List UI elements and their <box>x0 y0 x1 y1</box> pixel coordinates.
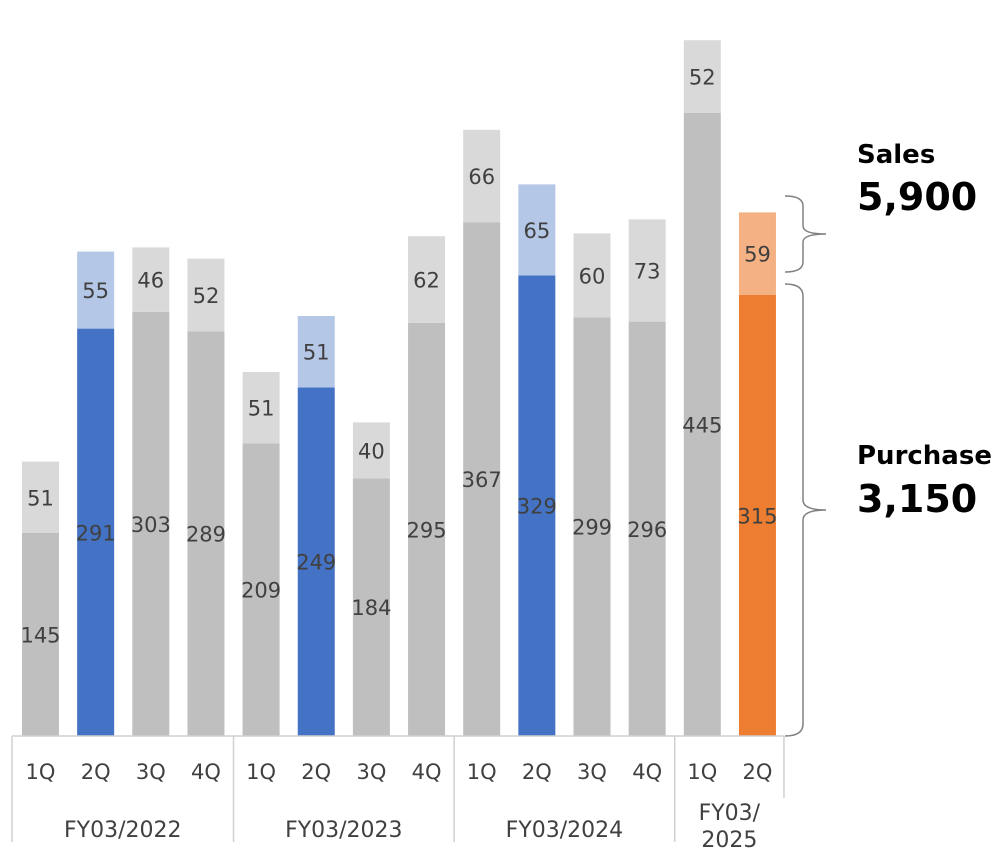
tick-label-5: 1Q <box>246 760 276 784</box>
tick-label-7: 3Q <box>356 760 386 784</box>
label-base-1: 145 <box>20 624 60 648</box>
tick-label-2: 2Q <box>81 760 111 784</box>
label-base-3: 303 <box>131 513 171 537</box>
tick-label-4: 4Q <box>191 760 221 784</box>
bar-top-2 <box>77 251 115 329</box>
label-base-2: 291 <box>76 521 116 545</box>
label-base-5: 209 <box>241 579 281 603</box>
label-top-10: 65 <box>523 219 550 243</box>
bar-top-7 <box>352 422 390 479</box>
tick-label-13: 1Q <box>687 760 717 784</box>
label-base-8: 295 <box>407 519 447 543</box>
bar-top-11 <box>573 233 611 318</box>
bar-base-5 <box>242 443 280 736</box>
bar-top-13 <box>683 40 721 114</box>
fy-label-3: FY03/2024 <box>506 818 624 843</box>
bar-top-6 <box>297 316 335 388</box>
purchase-brace <box>784 283 827 737</box>
label-top-6: 51 <box>303 341 330 365</box>
label-top-5: 51 <box>248 397 275 421</box>
label-base-4: 289 <box>186 523 226 547</box>
label-base-13: 445 <box>682 414 722 438</box>
label-top-14: 59 <box>744 243 771 267</box>
bar-top-8 <box>408 236 446 323</box>
label-top-3: 46 <box>137 269 164 293</box>
purchase-value: 3,150 <box>857 477 977 521</box>
bar-base-9 <box>463 222 501 736</box>
tick-label-14: 2Q <box>743 760 773 784</box>
sales-annotation: Sales 5,900 <box>784 140 977 273</box>
label-base-6: 249 <box>296 551 336 575</box>
label-base-14: 315 <box>737 505 777 529</box>
label-base-9: 367 <box>462 468 502 492</box>
label-top-8: 62 <box>413 269 440 293</box>
bar-top-1 <box>22 461 59 533</box>
purchase-title: Purchase <box>857 441 992 471</box>
label-top-11: 60 <box>579 264 606 288</box>
bar-top-4 <box>187 258 225 332</box>
tick-label-11: 3Q <box>577 760 607 784</box>
bar-base-2 <box>77 328 115 736</box>
label-base-12: 296 <box>627 518 667 542</box>
tick-label-9: 1Q <box>467 760 497 784</box>
label-top-12: 73 <box>634 260 661 284</box>
label-top-7: 40 <box>358 439 385 463</box>
bar-top-9 <box>463 129 501 223</box>
bar-base-13 <box>683 113 721 736</box>
bar-base-14 <box>738 295 776 736</box>
bar-base-12 <box>628 321 666 736</box>
label-top-2: 55 <box>82 279 109 303</box>
bar-base-6 <box>297 387 335 736</box>
sales-brace <box>784 195 827 273</box>
label-base-11: 299 <box>572 516 612 540</box>
axis-layer: 1Q 2Q 3Q 4Q 1Q 2Q 3Q 4Q 1Q 2Q 3Q 4Q 1Q 2Q FY03/2022 FY0… <box>11 735 785 853</box>
label-base-10: 329 <box>517 495 557 519</box>
bar-top-14 <box>738 212 776 295</box>
sales-title: Sales <box>857 140 935 170</box>
sales-value: 5,900 <box>857 175 977 219</box>
label-base-7: 184 <box>351 596 391 620</box>
bar-base-11 <box>573 317 611 736</box>
tick-label-6: 2Q <box>301 760 331 784</box>
tick-label-3: 3Q <box>136 760 166 784</box>
bar-base-10 <box>518 275 556 736</box>
bars-layer: 145 51 291 55 303 46 289 52 209 51 249 51 184 40 295 62… <box>20 40 777 736</box>
bar-base-3 <box>132 311 170 736</box>
label-top-13: 52 <box>689 66 716 90</box>
label-top-9: 66 <box>468 165 495 189</box>
label-top-1: 51 <box>27 486 54 510</box>
bar-base-8 <box>408 323 446 736</box>
bar-top-5 <box>242 372 280 444</box>
label-top-4: 52 <box>193 284 220 308</box>
fy-label-4: FY03/2025 <box>699 801 761 853</box>
tick-label-10: 2Q <box>522 760 552 784</box>
bar-top-3 <box>132 247 170 312</box>
fy-label-1: FY03/2022 <box>64 818 182 843</box>
bar-top-12 <box>628 219 666 322</box>
tick-label-1: 1Q <box>26 760 56 784</box>
tick-label-12: 4Q <box>632 760 662 784</box>
bar-base-4 <box>187 331 225 736</box>
fy-label-2: FY03/2023 <box>285 818 403 843</box>
bar-base-7 <box>352 478 390 736</box>
purchase-annotation: Purchase 3,150 <box>784 283 992 737</box>
bar-top-10 <box>518 184 556 276</box>
tick-label-8: 4Q <box>412 760 442 784</box>
bar-base-1 <box>22 533 59 736</box>
